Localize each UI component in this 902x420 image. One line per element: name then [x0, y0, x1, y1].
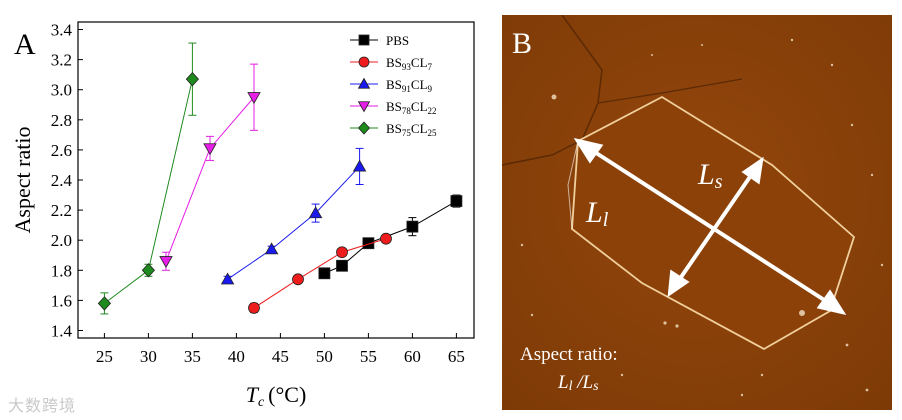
series-BS75CL25: [97, 42, 199, 315]
y-tick-label: 2.2: [51, 201, 72, 220]
data-point: [450, 195, 463, 207]
x-tick-label: 35: [184, 347, 201, 366]
y-axis-title: Aspect ratio: [10, 127, 35, 234]
legend-label: BS75CL25: [386, 121, 437, 138]
y-tick-label: 1.6: [51, 291, 72, 310]
legend-marker: [357, 121, 371, 135]
length-arrows: [573, 137, 847, 316]
x-tick-label: 40: [228, 347, 245, 366]
grain-boundary: [502, 15, 603, 166]
x-axis-title-unit: (°C): [268, 382, 306, 407]
caption-ll-main: L: [557, 372, 569, 393]
y-tick-label: 1.4: [51, 321, 73, 340]
data-point: [247, 92, 261, 105]
afm-image: B Ll Ls Aspect ratio: Ll /Ls: [502, 15, 892, 410]
data-point: [220, 272, 235, 285]
data-point: [336, 259, 348, 272]
series-BS93CL7: [248, 232, 392, 314]
short-axis-label: Ls: [697, 158, 723, 193]
lamella-edge: [567, 140, 579, 230]
short-axis-label-main: L: [697, 158, 715, 191]
series-BS91CL9: [220, 147, 367, 285]
y-tick-label: 1.8: [51, 261, 72, 280]
caption-ls-main: L: [582, 372, 594, 393]
series-PBS: [318, 194, 463, 280]
y-tick-label: 2.4: [51, 171, 73, 190]
long-axis-label-main: L: [585, 196, 603, 229]
data-point: [185, 71, 199, 87]
x-tick-label: 65: [448, 347, 465, 366]
x-tick-label: 60: [404, 347, 421, 366]
caption-ls-sub: s: [593, 379, 599, 394]
series-line: [227, 166, 360, 280]
long-axis-arrowhead-start: [573, 137, 604, 164]
legend-label: PBS: [386, 33, 409, 48]
x-axis-title: Tc (°C): [246, 382, 307, 410]
x-tick-label: 25: [96, 347, 113, 366]
legend: PBS BS93CL7 BS91CL9 BS78CL22 BS75CL25: [350, 33, 437, 138]
long-axis-label-sub: l: [603, 209, 609, 231]
long-axis-label: Ll: [585, 196, 609, 231]
legend-marker: [357, 77, 371, 89]
legend-label: BS91CL9: [386, 77, 433, 94]
y-tick-label: 2.6: [51, 141, 72, 160]
surface-particles: [520, 38, 884, 397]
short-axis-arrowhead-start: [667, 269, 690, 298]
data-point: [362, 237, 375, 250]
series-layer: [97, 42, 463, 315]
x-axis-title-sub: c: [258, 395, 265, 410]
legend-marker: [358, 34, 370, 46]
data-point: [292, 273, 304, 286]
caption-line-1: Aspect ratio:: [520, 344, 618, 365]
y-tick-label: 3.0: [51, 81, 72, 100]
series-BS78CL22: [159, 63, 261, 271]
data-point: [203, 143, 217, 156]
series-line: [165, 96, 255, 262]
legend-label: BS93CL7: [386, 55, 433, 72]
y-tick-label: 2.8: [51, 111, 72, 130]
x-tick-label: 50: [316, 347, 333, 366]
x-axis: 25 30 35 40 45 50 55 60 65: [96, 333, 465, 366]
short-axis-arrowhead-end: [741, 156, 764, 185]
y-tick-label: 3.2: [51, 51, 72, 70]
caption-line-2: Ll /Ls: [557, 372, 599, 394]
panel-label-a: A: [14, 28, 36, 61]
legend-label: BS78CL22: [386, 99, 437, 116]
data-point: [248, 302, 260, 314]
grain-boundary: [597, 78, 743, 104]
short-axis-arrow: [675, 169, 756, 285]
long-axis-arrowhead-end: [816, 289, 847, 316]
x-tick-label: 45: [272, 347, 289, 366]
panel-label-b: B: [512, 27, 532, 60]
data-point: [159, 256, 173, 269]
y-axis: 1.4 1.6 1.8 2.0 2.2 2.4 2.6 2.8 3.0 3.2 3.4: [51, 21, 83, 340]
x-tick-label: 30: [140, 347, 157, 366]
legend-marker: [357, 101, 371, 113]
watermark: 大数跨境: [8, 396, 77, 415]
data-point: [264, 242, 279, 255]
x-axis-title-main: T: [246, 382, 260, 407]
long-axis-arrow: [588, 147, 834, 307]
data-point: [308, 206, 323, 219]
y-tick-label: 3.4: [51, 21, 73, 40]
data-point: [318, 267, 331, 280]
data-point: [141, 263, 155, 278]
data-point: [406, 220, 419, 233]
series-line: [253, 238, 387, 309]
data-point: [352, 159, 367, 172]
legend-marker: [358, 56, 370, 68]
data-point: [97, 296, 111, 311]
caption-separator: /: [572, 372, 584, 393]
data-point: [380, 232, 392, 245]
x-tick-label: 55: [360, 347, 377, 366]
afm-image-panel-b: B Ll Ls Aspect ratio: Ll /Ls: [502, 15, 892, 410]
caption-ll-sub: l: [569, 379, 573, 394]
data-point: [336, 246, 348, 259]
chart-panel-a: A 1.4 1.6 1.8 2.0 2.2 2.4 2.6 2.8 3.0 3.2 3.4 25 30…: [10, 21, 475, 410]
short-axis-label-sub: s: [715, 171, 723, 193]
y-tick-label: 2.0: [51, 231, 72, 250]
